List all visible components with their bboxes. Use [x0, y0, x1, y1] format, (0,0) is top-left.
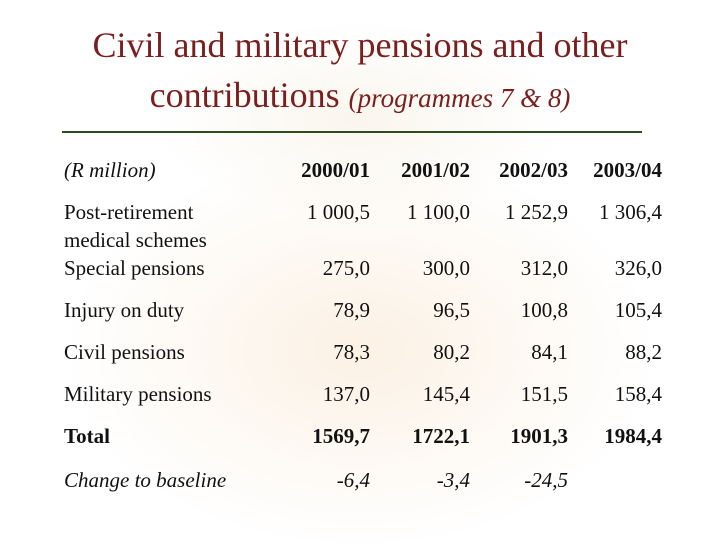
cell-value: 275,0	[322, 256, 370, 280]
row-label: Post-retirement medical schemes	[64, 200, 207, 252]
cell-value: 300,0	[422, 256, 470, 280]
cell-value: 312,0	[520, 256, 568, 280]
cell-value: 137,0	[322, 382, 370, 406]
row-label: Change to baseline	[64, 468, 227, 492]
row-label: Injury on duty	[64, 298, 185, 322]
cell-value: -24,5	[524, 468, 568, 492]
cell-value: 326,0	[614, 256, 662, 280]
header-cell: 2003/04	[593, 158, 662, 182]
cell-value: 78,3	[333, 340, 370, 364]
cell-value: 1 100,0	[407, 200, 470, 224]
cell-value: 105,4	[614, 298, 662, 322]
cell-value: -6,4	[336, 468, 370, 492]
cell-value: 1 306,4	[599, 200, 662, 224]
title-line: contributions (programmes 7 & 8)	[0, 74, 720, 119]
watermark	[60, 150, 660, 550]
cell-value: -3,4	[436, 468, 470, 492]
row-label: Military pensions	[64, 382, 212, 406]
cell-value: 78,9	[333, 298, 370, 322]
watermark	[150, 20, 570, 220]
subtitle: (programmes 7 & 8)	[348, 83, 571, 113]
header-cell: 2001/02	[401, 158, 470, 182]
header-label: (R million)	[64, 158, 156, 182]
cell-value: 84,1	[531, 340, 568, 364]
header-cell: 2002/03	[499, 158, 568, 182]
cell-value: 1901,3	[510, 424, 568, 448]
cell-value: 88,2	[625, 340, 662, 364]
cell-value: 1 252,9	[505, 200, 568, 224]
title-line: Civil and military pensions and other	[92, 25, 628, 65]
cell-value: 80,2	[433, 340, 470, 364]
cell-value: 1 000,5	[307, 200, 370, 224]
cell-value: 151,5	[520, 382, 568, 406]
cell-value: 96,5	[433, 298, 470, 322]
cell-value: 100,8	[520, 298, 568, 322]
cell-value: 1984,4	[604, 424, 662, 448]
divider	[62, 131, 642, 133]
header-cell: 2000/01	[301, 158, 370, 182]
cell-value: 158,4	[614, 382, 662, 406]
cell-value: 145,4	[422, 382, 470, 406]
row-label: Total	[64, 424, 110, 448]
row-label: Civil pensions	[64, 340, 185, 364]
row-label: Special pensions	[64, 256, 205, 280]
title-text: contributions	[149, 75, 340, 115]
cell-value: 1722,1	[412, 424, 470, 448]
cell-value: 1569,7	[312, 424, 370, 448]
